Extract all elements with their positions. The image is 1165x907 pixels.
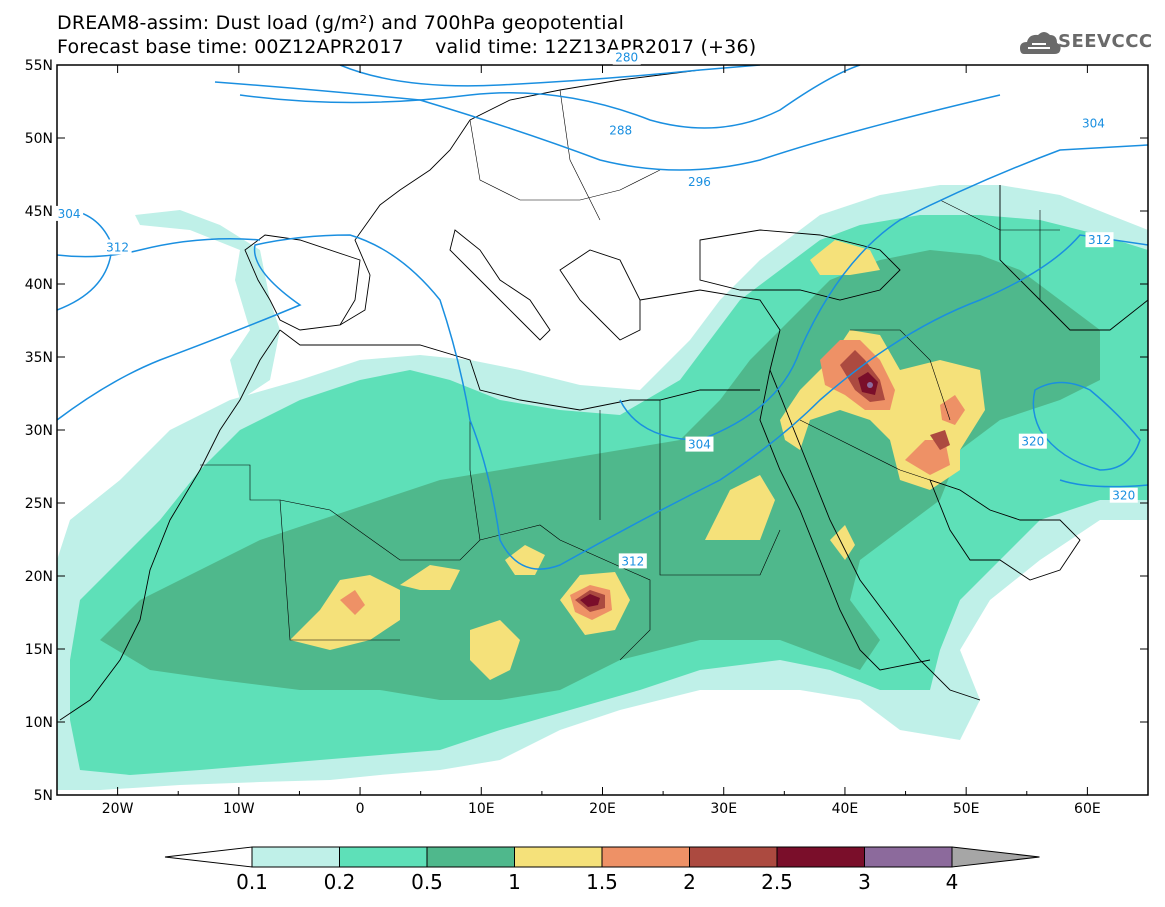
colorbar-label: 1.5 xyxy=(586,870,618,894)
colorbar-swatch xyxy=(339,846,428,868)
dust-level-1.5-d xyxy=(905,440,950,475)
contour-label-bg xyxy=(1079,115,1108,131)
contour-label: 304 xyxy=(688,438,711,452)
contour-label: 312 xyxy=(621,554,644,568)
contour-label: 312 xyxy=(1088,233,1111,247)
colorbar-swatch xyxy=(601,846,690,868)
dust-level-3 xyxy=(867,382,873,388)
colorbar-right-arrow xyxy=(951,846,1040,868)
contour-label: 296 xyxy=(688,175,711,189)
lat-tick-label: 5N xyxy=(34,788,53,804)
colorbar-label: 3 xyxy=(858,870,871,894)
contour-label-bg xyxy=(618,553,647,569)
lon-tick-label: 40E xyxy=(832,801,859,817)
contour-label: 320 xyxy=(1112,489,1135,503)
logo-text: SEEVCCC xyxy=(1058,31,1153,52)
contour-label-bg xyxy=(103,239,132,255)
lon-tick-label: 20W xyxy=(102,801,134,817)
colorbar-label: 2 xyxy=(683,870,696,894)
geopotential-contours xyxy=(57,65,1148,570)
dust-level-1-h xyxy=(810,240,880,275)
lon-tick-label: 50E xyxy=(953,801,980,817)
country-borders xyxy=(200,89,1060,661)
contour-label: 288 xyxy=(609,124,632,138)
lat-tick-label: 25N xyxy=(25,496,53,512)
lat-tick-label: 50N xyxy=(25,131,53,147)
contour-label-bg xyxy=(1109,487,1138,503)
dust-level-1-d xyxy=(505,545,545,575)
colorbar-label: 1 xyxy=(508,870,521,894)
contour-label: 304 xyxy=(1082,116,1105,130)
contour-label-bg xyxy=(55,205,84,221)
colorbar-label: 0.2 xyxy=(323,870,356,894)
contour-label-bg xyxy=(1085,232,1114,248)
dust-level-2.5-a xyxy=(580,594,600,607)
dust-level-1-c xyxy=(470,620,520,680)
map-title-line-1: DREAM8-assim: Dust load (g/m²) and 700hP… xyxy=(57,12,625,34)
colorbar-label: 4 xyxy=(945,870,959,894)
lat-tick-label: 35N xyxy=(25,350,53,366)
lat-tick-label: 30N xyxy=(25,423,53,439)
lat-tick-label: 10N xyxy=(25,715,53,731)
dust-level-1-b xyxy=(400,565,460,590)
lat-tick-label: 20N xyxy=(25,569,53,585)
contour-labels: 280 288 296 304 304 312 312 304 312 320 320 xyxy=(55,49,1138,569)
lon-tick-label: 60E xyxy=(1074,801,1101,817)
lat-tick-label: 45N xyxy=(25,204,53,220)
contour-label-bg xyxy=(685,436,714,452)
lon-tick-label: 30E xyxy=(710,801,737,817)
colorbar-swatch xyxy=(864,846,953,868)
dust-level-1.5-a xyxy=(340,590,365,615)
contour-label-bg xyxy=(612,49,641,65)
contour-label: 280 xyxy=(615,51,638,65)
colorbar-swatch xyxy=(426,846,515,868)
dust-level-1.5-e xyxy=(940,395,965,425)
dust-level-0.1-west xyxy=(135,210,280,400)
axis-ticks: 20W 10W 0 10E 20E 30E 40E 50E 60E 55N 50N 45N 40N 35N… xyxy=(25,58,1149,817)
contour-label-bg xyxy=(685,173,714,189)
colorbar-label: 0.1 xyxy=(236,870,268,894)
contour-label: 312 xyxy=(106,241,129,255)
lat-tick-label: 40N xyxy=(25,277,53,293)
contour-label-bg xyxy=(606,122,635,138)
map-title-line-2: Forecast base time: 00Z12APR2017 valid t… xyxy=(57,36,757,58)
dust-level-1-i xyxy=(830,525,855,560)
lon-tick-label: 0 xyxy=(356,801,365,817)
contour-label: 304 xyxy=(58,207,81,221)
colorbar-left-arrow xyxy=(164,846,253,868)
dust-field xyxy=(57,185,1148,790)
lon-tick-label: 20E xyxy=(589,801,616,817)
lon-tick-label: 10E xyxy=(468,801,495,817)
lon-tick-label: 10W xyxy=(223,801,255,817)
colorbar-label: 0.5 xyxy=(411,870,443,894)
cloud-icon xyxy=(1020,32,1061,54)
lat-tick-label: 55N xyxy=(25,58,53,74)
colorbar-swatch xyxy=(251,846,340,868)
lat-tick-label: 15N xyxy=(25,642,53,658)
dust-level-1-f xyxy=(705,475,775,540)
colorbar-label: 2.5 xyxy=(761,870,793,894)
colorbar xyxy=(164,846,1040,868)
dust-level-2-c xyxy=(930,430,950,450)
colorbar-swatch xyxy=(776,846,865,868)
colorbar-swatch xyxy=(689,846,778,868)
colorbar-swatch xyxy=(514,846,603,868)
dust-level-1-a xyxy=(290,575,400,650)
contour-label-bg xyxy=(1018,433,1047,449)
contour-label: 320 xyxy=(1021,435,1044,449)
